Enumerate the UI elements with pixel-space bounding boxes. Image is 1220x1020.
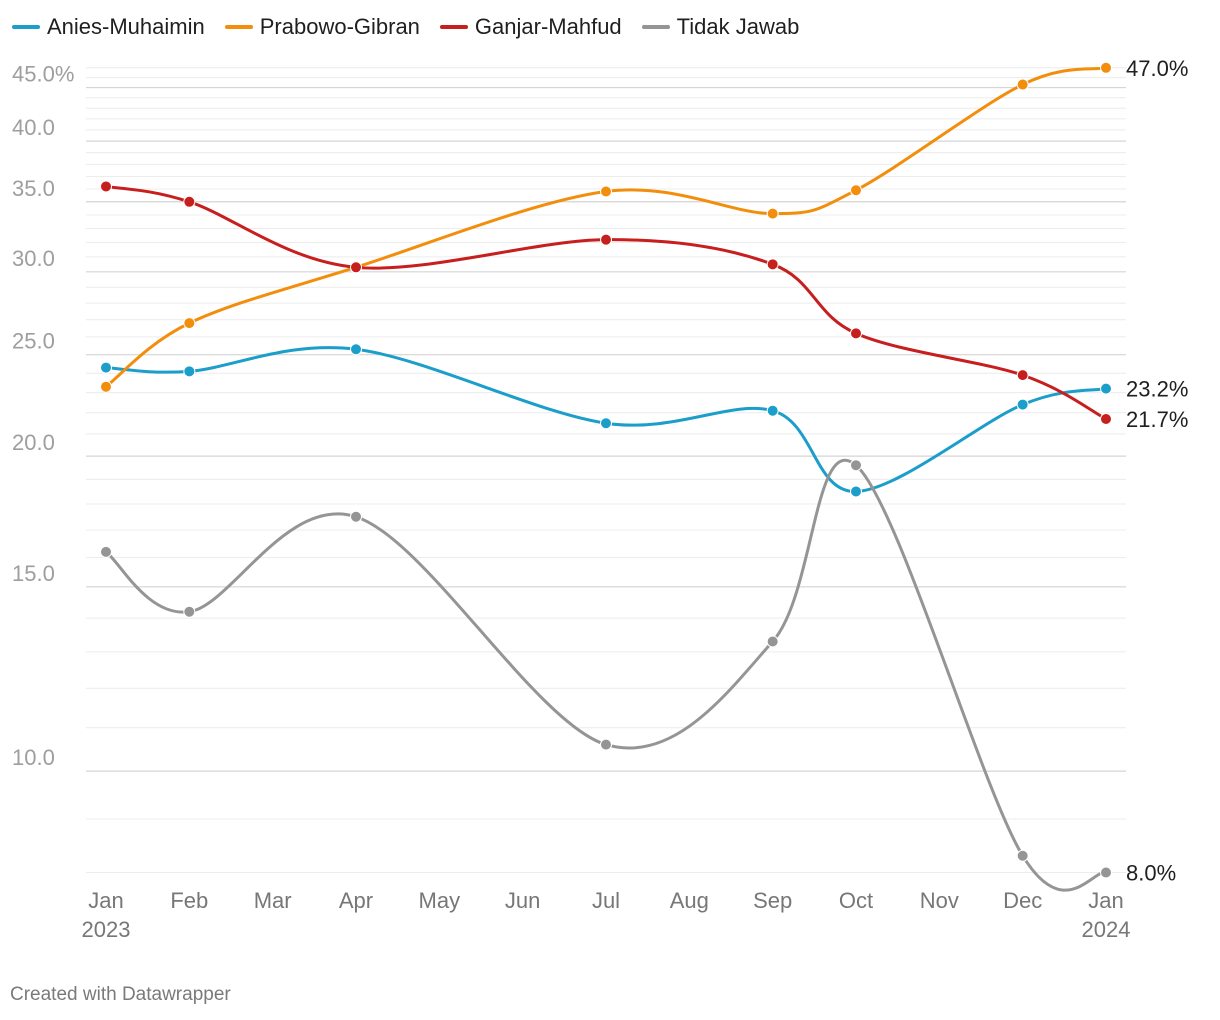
legend-swatch <box>224 25 253 29</box>
data-point <box>1016 369 1029 382</box>
data-point <box>600 185 612 198</box>
data-point <box>1100 382 1112 395</box>
y-tick-label: 25.0 <box>12 329 55 354</box>
data-point <box>350 261 362 274</box>
x-tick-label: Jul <box>592 888 620 913</box>
y-tick-label: 10.0 <box>12 745 55 770</box>
end-value-label: 8.0% <box>1126 860 1176 885</box>
series-line <box>104 459 1108 892</box>
x-tick-label: Jan <box>1088 888 1123 913</box>
end-value-label: 47.0% <box>1126 56 1188 81</box>
data-point <box>766 207 779 220</box>
data-point <box>183 605 196 618</box>
x-tick-label: Nov <box>920 888 959 913</box>
data-point <box>1100 866 1112 879</box>
credit-text: Created with Datawrapper <box>10 984 231 1005</box>
x-tick-label: May <box>419 888 461 913</box>
x-tick-label: Feb <box>170 888 208 913</box>
legend-item: Ganjar-Mahfud <box>439 14 622 40</box>
data-point <box>850 327 862 340</box>
end-value-label: 23.2% <box>1126 377 1188 402</box>
series-line <box>104 66 1108 389</box>
legend: Anies-Muhaimin Prabowo-Gibran Ganjar-Mahfu… <box>12 14 799 40</box>
y-tick-label: 15.0 <box>12 561 55 586</box>
legend-item: Tidak Jawab <box>641 14 800 40</box>
data-point <box>850 184 862 197</box>
line-chart: 10.0 15.0 20.0 25.0 30.0 35.0 40.0 45.0% Jan 2023… <box>12 56 1188 942</box>
legend-swatch <box>12 25 40 29</box>
data-point <box>100 380 112 393</box>
data-point <box>100 361 112 374</box>
data-point <box>850 459 862 472</box>
data-point <box>1016 78 1029 91</box>
x-tick-label: Dec <box>1003 888 1042 913</box>
data-point <box>1016 849 1029 862</box>
x-tick-label: Jun <box>505 888 540 913</box>
data-point <box>183 195 196 208</box>
data-point <box>100 545 112 558</box>
data-point <box>350 343 362 356</box>
series-prabowo-gibran: 47.0% <box>100 56 1188 393</box>
y-tick-label: 40.0 <box>12 115 55 140</box>
y-tick-label: 45.0% <box>12 62 74 87</box>
series-anies-muhaimin: 23.2% <box>100 343 1188 498</box>
x-tick-label: Oct <box>839 888 873 913</box>
x-tick-sublabel: 2023 <box>82 917 131 942</box>
data-point <box>850 485 862 498</box>
data-point <box>600 417 612 430</box>
data-point <box>766 404 779 417</box>
x-tick-label: Mar <box>254 888 292 913</box>
data-point <box>183 317 196 330</box>
y-tick-label: 35.0 <box>12 176 55 201</box>
data-point <box>766 635 779 648</box>
legend-label: Ganjar-Mahfud <box>474 14 622 39</box>
y-tick-label: 20.0 <box>12 430 55 455</box>
legend-label: Anies-Muhaimin <box>47 14 205 39</box>
x-tick-label: Aug <box>670 888 709 913</box>
data-point <box>600 233 612 246</box>
data-point <box>766 258 779 271</box>
legend-swatch <box>641 25 670 29</box>
legend-swatch <box>439 25 468 29</box>
data-point <box>1100 413 1112 426</box>
x-tick-label: Apr <box>339 888 373 913</box>
data-point <box>183 365 196 378</box>
end-value-label: 21.7% <box>1126 407 1188 432</box>
series-line <box>104 346 1108 494</box>
data-point <box>600 738 612 751</box>
series-tidak-jawab: 8.0% <box>100 459 1176 892</box>
y-tick-label: 30.0 <box>12 246 55 271</box>
x-tick-label: Sep <box>753 888 792 913</box>
series-ganjar-mahfud: 21.7% <box>100 180 1188 432</box>
series-line <box>104 184 1108 421</box>
legend-label: Prabowo-Gibran <box>259 14 420 39</box>
legend-item: Prabowo-Gibran <box>224 14 420 40</box>
legend-label: Tidak Jawab <box>676 14 800 39</box>
legend-item: Anies-Muhaimin <box>12 14 205 40</box>
x-tick-label: Jan <box>88 888 123 913</box>
data-point <box>1016 398 1029 411</box>
data-point <box>1100 61 1112 74</box>
data-point <box>350 510 362 523</box>
x-tick-sublabel: 2024 <box>1082 917 1131 942</box>
data-point <box>100 180 112 193</box>
